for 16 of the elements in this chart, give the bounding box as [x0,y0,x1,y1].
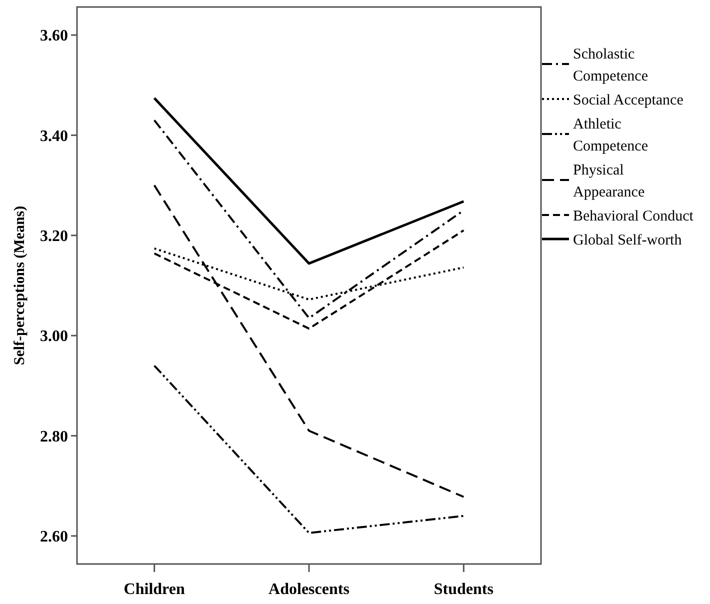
y-tick-label: 3.00 [40,328,68,346]
legend-label: Physical Appearance [573,162,645,200]
y-tick-label: 2.80 [40,428,68,446]
x-tick-label: Children [124,581,185,598]
y-axis-title: Self-perceptions (Means) [12,206,28,366]
legend-label: Scholastic Competence [573,46,648,84]
legend-label: Social Acceptance [573,92,684,108]
legend-label: Athletic Competence [573,116,648,154]
legend-label: Global Self-worth [573,232,682,248]
x-tick-label: Adolescents [268,581,350,598]
y-tick-label: 3.20 [40,228,68,246]
y-tick-label: 2.60 [40,528,68,546]
y-tick-label: 3.60 [40,28,68,45]
legend-label: Behavioral Conduct [573,208,694,224]
x-tick-label: Students [434,581,494,598]
y-tick-label: 3.40 [40,128,68,145]
